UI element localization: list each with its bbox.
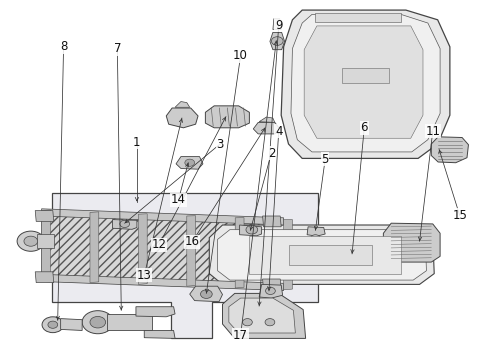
Text: 16: 16	[184, 235, 199, 248]
Circle shape	[48, 321, 58, 328]
Text: 9: 9	[274, 19, 282, 32]
Circle shape	[242, 319, 252, 326]
Polygon shape	[315, 13, 400, 22]
Polygon shape	[61, 319, 82, 330]
Polygon shape	[228, 298, 295, 333]
Text: 12: 12	[151, 238, 166, 251]
Text: 17: 17	[233, 329, 247, 342]
Circle shape	[90, 316, 105, 328]
Polygon shape	[175, 102, 189, 107]
Polygon shape	[41, 274, 283, 291]
Polygon shape	[239, 225, 261, 236]
Text: 15: 15	[451, 209, 466, 222]
Text: 13: 13	[137, 269, 151, 282]
Polygon shape	[176, 157, 203, 169]
Polygon shape	[166, 108, 198, 128]
Polygon shape	[262, 279, 281, 290]
Polygon shape	[41, 209, 283, 225]
Polygon shape	[186, 216, 195, 286]
Circle shape	[24, 236, 38, 246]
Text: 5: 5	[321, 153, 328, 166]
Polygon shape	[235, 218, 244, 288]
Polygon shape	[41, 211, 283, 290]
Text: 11: 11	[425, 125, 439, 138]
Polygon shape	[288, 245, 371, 265]
Polygon shape	[269, 32, 284, 50]
Polygon shape	[209, 225, 433, 284]
Polygon shape	[306, 227, 325, 236]
Polygon shape	[189, 286, 222, 302]
Circle shape	[245, 225, 257, 234]
Polygon shape	[259, 284, 282, 298]
Polygon shape	[106, 314, 151, 330]
Polygon shape	[310, 245, 322, 254]
Circle shape	[264, 319, 274, 326]
Circle shape	[271, 37, 283, 45]
Polygon shape	[342, 68, 388, 83]
Polygon shape	[253, 122, 279, 134]
Polygon shape	[259, 117, 274, 122]
Polygon shape	[138, 214, 147, 284]
Circle shape	[200, 290, 212, 298]
Circle shape	[82, 311, 113, 334]
Polygon shape	[52, 193, 317, 338]
Circle shape	[42, 317, 63, 333]
Polygon shape	[205, 106, 249, 128]
Polygon shape	[304, 26, 422, 138]
Text: 1: 1	[133, 136, 141, 149]
Polygon shape	[272, 19, 281, 30]
Polygon shape	[383, 223, 439, 262]
Polygon shape	[41, 210, 50, 281]
Polygon shape	[249, 236, 400, 274]
Polygon shape	[35, 272, 54, 283]
Text: 4: 4	[274, 125, 282, 138]
Polygon shape	[217, 230, 426, 280]
Polygon shape	[283, 220, 292, 290]
Polygon shape	[136, 307, 175, 317]
Polygon shape	[430, 137, 468, 163]
Circle shape	[310, 235, 320, 242]
Circle shape	[120, 220, 129, 228]
Text: 3: 3	[216, 138, 224, 150]
Polygon shape	[37, 234, 54, 248]
Polygon shape	[290, 14, 439, 152]
Text: 14: 14	[171, 193, 185, 206]
Polygon shape	[35, 211, 54, 221]
Circle shape	[184, 159, 194, 166]
Polygon shape	[262, 216, 281, 227]
Polygon shape	[281, 10, 449, 158]
Text: 2: 2	[267, 147, 275, 159]
Polygon shape	[316, 249, 327, 258]
Text: 10: 10	[233, 49, 247, 62]
Circle shape	[265, 287, 275, 294]
Text: 6: 6	[360, 121, 367, 134]
Polygon shape	[222, 293, 305, 338]
Text: 7: 7	[113, 42, 121, 55]
Circle shape	[17, 231, 44, 251]
Text: 8: 8	[60, 40, 67, 53]
Polygon shape	[90, 212, 99, 283]
Polygon shape	[144, 330, 175, 338]
Polygon shape	[112, 220, 137, 229]
